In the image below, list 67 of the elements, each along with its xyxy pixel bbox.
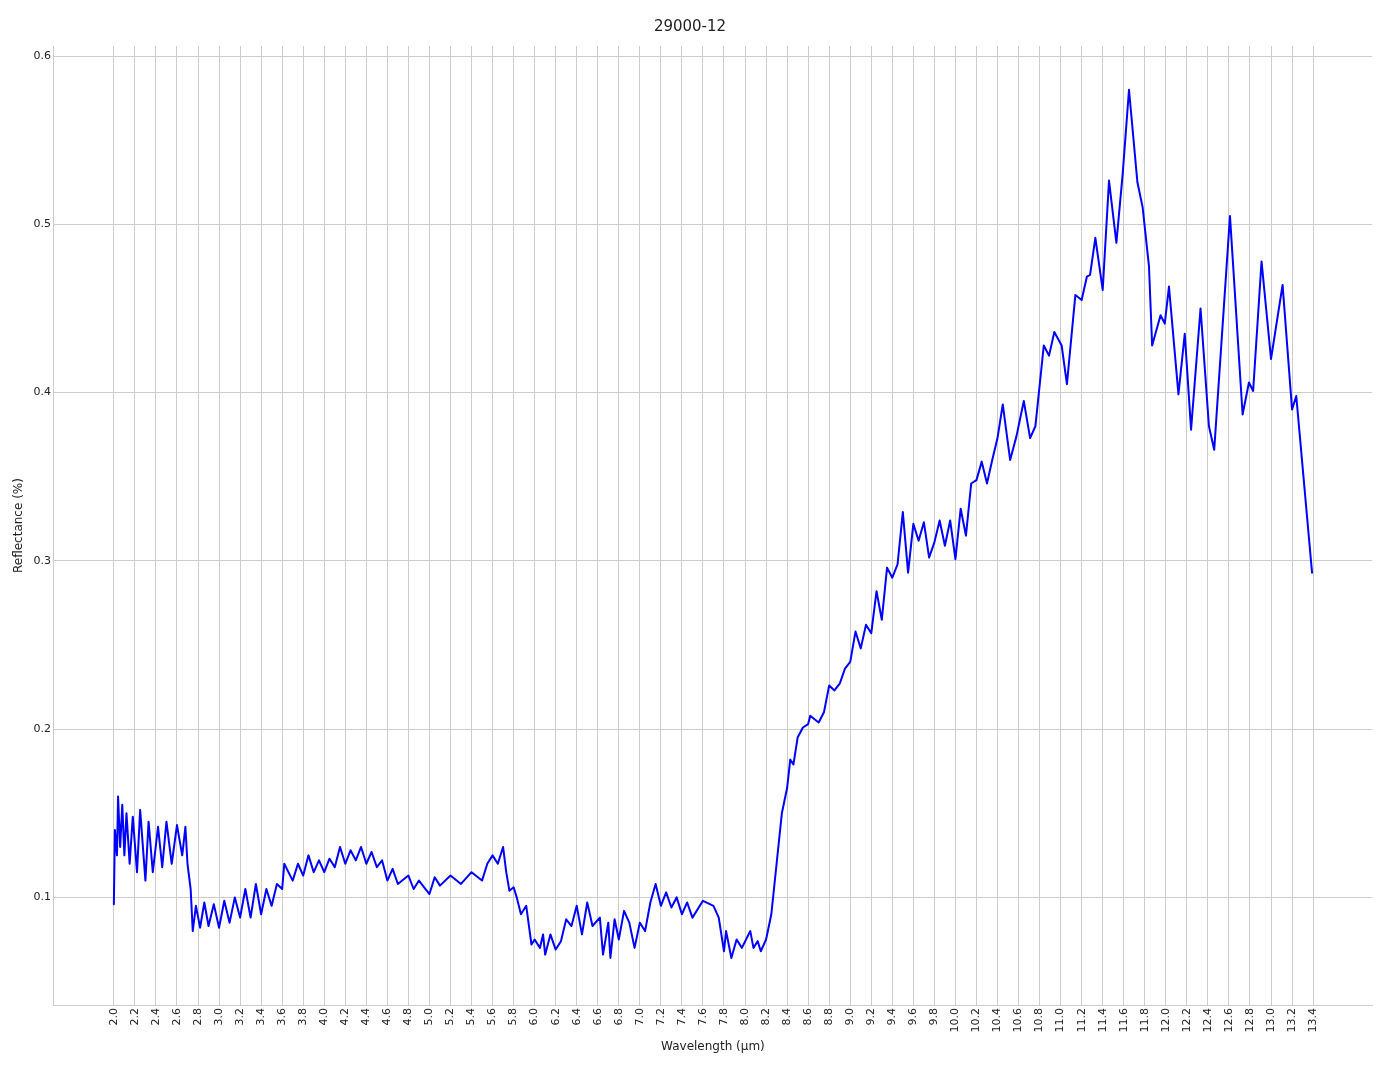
x-tick-label: 4.6 [380, 1008, 394, 1026]
x-tick-label: 10.2 [969, 1008, 983, 1033]
y-axis-title: Reflectance (%) [11, 478, 26, 574]
x-tick-label: 8.8 [822, 1008, 836, 1026]
y-tick-label: 0.1 [33, 890, 51, 904]
y-tick-label: 0.5 [33, 217, 51, 231]
x-tick-label: 9.6 [906, 1008, 920, 1026]
x-tick-label: 5.8 [506, 1008, 520, 1026]
x-tick-label: 12.0 [1158, 1008, 1172, 1033]
x-tick-label: 3.8 [296, 1008, 310, 1026]
x-tick-label: 3.0 [211, 1008, 225, 1026]
x-tick-label: 8.0 [737, 1008, 751, 1026]
y-tick-label: 0.2 [33, 722, 51, 736]
x-tick-label: 3.6 [275, 1008, 289, 1026]
x-tick-label: 11.2 [1074, 1008, 1088, 1033]
y-tick-label: 0.4 [33, 385, 51, 399]
x-tick-label: 9.2 [864, 1008, 878, 1026]
x-tick-label: 7.4 [674, 1008, 688, 1026]
x-tick-label: 12.2 [1179, 1008, 1193, 1033]
x-tick-label: 12.8 [1242, 1008, 1256, 1033]
x-tick-label: 4.2 [338, 1008, 352, 1026]
x-tick-label: 2.6 [169, 1008, 183, 1026]
x-tick-label: 13.4 [1305, 1008, 1319, 1033]
x-tick-label: 10.6 [1011, 1008, 1025, 1033]
x-tick-label: 10.8 [1032, 1008, 1046, 1033]
x-tick-label: 11.8 [1137, 1008, 1151, 1033]
x-tick-label: 4.4 [359, 1008, 373, 1026]
x-tick-label: 6.2 [548, 1008, 562, 1026]
x-tick-label: 12.4 [1200, 1008, 1214, 1033]
chart-title: 29000-12 [653, 16, 727, 35]
x-tick-label: 5.4 [464, 1008, 478, 1026]
x-tick-label: 8.6 [801, 1008, 815, 1026]
x-tick-label: 6.0 [527, 1008, 541, 1026]
x-tick-label: 3.2 [232, 1008, 246, 1026]
y-tick-label: 0.6 [33, 48, 51, 62]
x-tick-label: 11.6 [1116, 1008, 1130, 1033]
x-tick-label: 2.8 [190, 1008, 204, 1026]
x-tick-label: 7.6 [695, 1008, 709, 1026]
x-tick-label: 5.6 [485, 1008, 499, 1026]
x-tick-label: 4.8 [401, 1008, 415, 1026]
x-tick-label: 5.2 [443, 1008, 457, 1026]
x-tick-label: 2.4 [148, 1008, 162, 1026]
x-tick-label: 12.6 [1221, 1008, 1235, 1033]
x-tick-label: 7.2 [653, 1008, 667, 1026]
x-tick-label: 7.8 [716, 1008, 730, 1026]
x-tick-label: 7.0 [632, 1008, 646, 1026]
x-axis-title: Wavelength (µm) [661, 1038, 765, 1053]
x-tick-label: 11.0 [1053, 1008, 1067, 1033]
x-tick-label: 9.0 [843, 1008, 857, 1026]
x-tick-label: 6.8 [611, 1008, 625, 1026]
x-tick-label: 9.8 [927, 1008, 941, 1026]
x-tick-label: 6.6 [590, 1008, 604, 1026]
x-tick-label: 10.0 [948, 1008, 962, 1033]
x-tick-label: 5.0 [422, 1008, 436, 1026]
x-tick-label: 9.4 [885, 1008, 899, 1026]
x-tick-label: 2.0 [106, 1008, 120, 1026]
x-tick-label: 4.0 [317, 1008, 331, 1026]
x-tick-label: 2.2 [127, 1008, 141, 1026]
x-tick-label: 13.2 [1284, 1008, 1298, 1033]
x-tick-label: 13.0 [1263, 1008, 1277, 1033]
x-tick-label: 11.4 [1095, 1008, 1109, 1033]
x-tick-label: 8.2 [758, 1008, 772, 1026]
x-tick-label: 6.4 [569, 1008, 583, 1026]
x-tick-label: 10.4 [990, 1008, 1004, 1033]
y-tick-label: 0.3 [33, 553, 51, 567]
x-tick-label: 3.4 [253, 1008, 267, 1026]
x-tick-label: 8.4 [779, 1008, 793, 1026]
